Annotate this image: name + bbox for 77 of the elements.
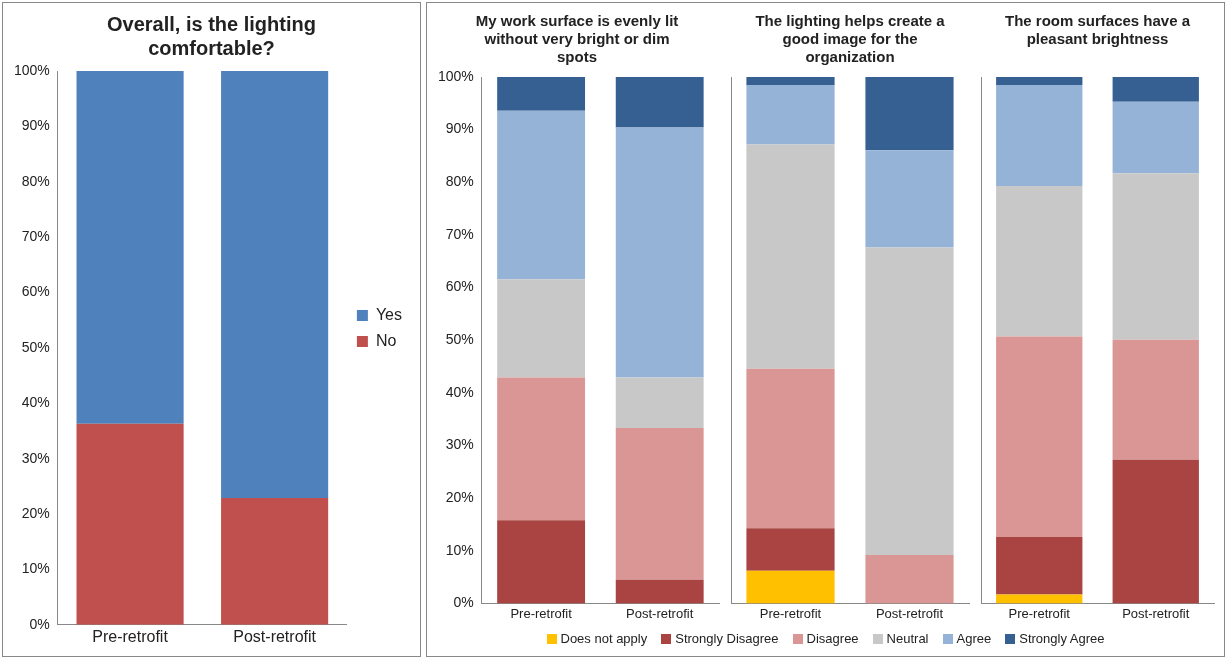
y-tick-label: 50%	[21, 338, 50, 355]
bar	[221, 497, 329, 625]
bar	[497, 77, 586, 111]
y-tick-label: 90%	[445, 120, 474, 137]
y-tick-label: 30%	[445, 436, 474, 453]
bar	[497, 377, 586, 521]
legend-label: Strongly Agree	[1019, 631, 1105, 646]
x-tick-label: Pre-retrofit	[759, 605, 822, 621]
bar	[865, 554, 954, 604]
bar	[996, 185, 1083, 337]
y-tick-label: 40%	[445, 383, 474, 400]
x-tick-label: Pre-retrofit	[510, 605, 573, 621]
legend-label: Disagree	[806, 631, 859, 646]
bar	[746, 84, 835, 145]
y-tick-label: 40%	[21, 394, 50, 411]
legend-label: Does not apply	[560, 631, 648, 646]
bar	[615, 377, 704, 429]
bar	[865, 247, 954, 555]
legend-label: Yes	[375, 305, 403, 323]
bar	[497, 110, 586, 280]
bar	[497, 279, 586, 378]
bar	[76, 71, 184, 424]
bar	[615, 428, 704, 580]
bar	[615, 77, 704, 128]
bar	[996, 77, 1083, 85]
bar	[1112, 173, 1199, 340]
x-tick-label: Pre-retrofit	[1008, 605, 1071, 621]
chart-title: The room surfaces have a pleasant brightness	[1004, 12, 1191, 48]
bar	[865, 150, 954, 248]
y-tick-label: 60%	[21, 283, 50, 300]
y-tick-label: 20%	[21, 504, 50, 521]
y-tick-label: 90%	[21, 117, 50, 134]
y-tick-label: 80%	[21, 172, 50, 189]
bar	[746, 528, 835, 571]
x-tick-label: Post-retrofit	[626, 605, 694, 621]
bar	[1112, 459, 1199, 604]
y-tick-label: 70%	[445, 225, 474, 242]
y-tick-label: 50%	[445, 331, 474, 348]
bar	[746, 144, 835, 369]
bar	[615, 579, 704, 604]
bar	[1112, 339, 1199, 460]
y-tick-label: 30%	[21, 449, 50, 466]
legend-label: Strongly Disagree	[675, 631, 779, 646]
bar	[497, 520, 586, 604]
bar	[615, 127, 704, 378]
bar	[746, 570, 835, 604]
legend-label: Agree	[956, 631, 992, 646]
bar	[746, 77, 835, 85]
bar	[1112, 101, 1199, 174]
bar	[996, 84, 1083, 186]
x-tick-label: Post-retrofit	[1122, 605, 1190, 621]
y-tick-label: 100%	[13, 61, 50, 78]
bar	[746, 368, 835, 529]
chart-title: The lighting helps create a good image for the organization	[755, 12, 946, 66]
x-tick-label: Post-retrofit	[233, 627, 317, 645]
bar	[221, 71, 329, 498]
bar	[996, 594, 1083, 604]
y-tick-label: 70%	[21, 228, 50, 244]
y-tick-label: 0%	[453, 594, 474, 611]
chart-title: My work surface is evenly lit without very bright or dim spots	[475, 12, 679, 66]
bar	[1112, 77, 1199, 102]
y-tick-label: 80%	[445, 173, 474, 190]
bar	[996, 537, 1083, 595]
y-tick-label: 20%	[445, 488, 474, 505]
x-tick-label: Pre-retrofit	[92, 627, 169, 645]
y-tick-label: 100%	[437, 67, 474, 84]
y-tick-label: 10%	[21, 560, 50, 577]
legend-label: Neutral	[886, 631, 929, 646]
legend-label: No	[375, 331, 397, 349]
bar	[76, 423, 184, 625]
y-tick-label: 60%	[445, 278, 474, 295]
y-tick-label: 10%	[445, 541, 474, 558]
bar	[996, 336, 1083, 538]
x-tick-label: Post-retrofit	[875, 605, 944, 621]
bar	[865, 77, 954, 151]
y-tick-label: 0%	[29, 615, 50, 632]
chart-title: Overall, is the lighting comfortable?	[107, 12, 316, 59]
